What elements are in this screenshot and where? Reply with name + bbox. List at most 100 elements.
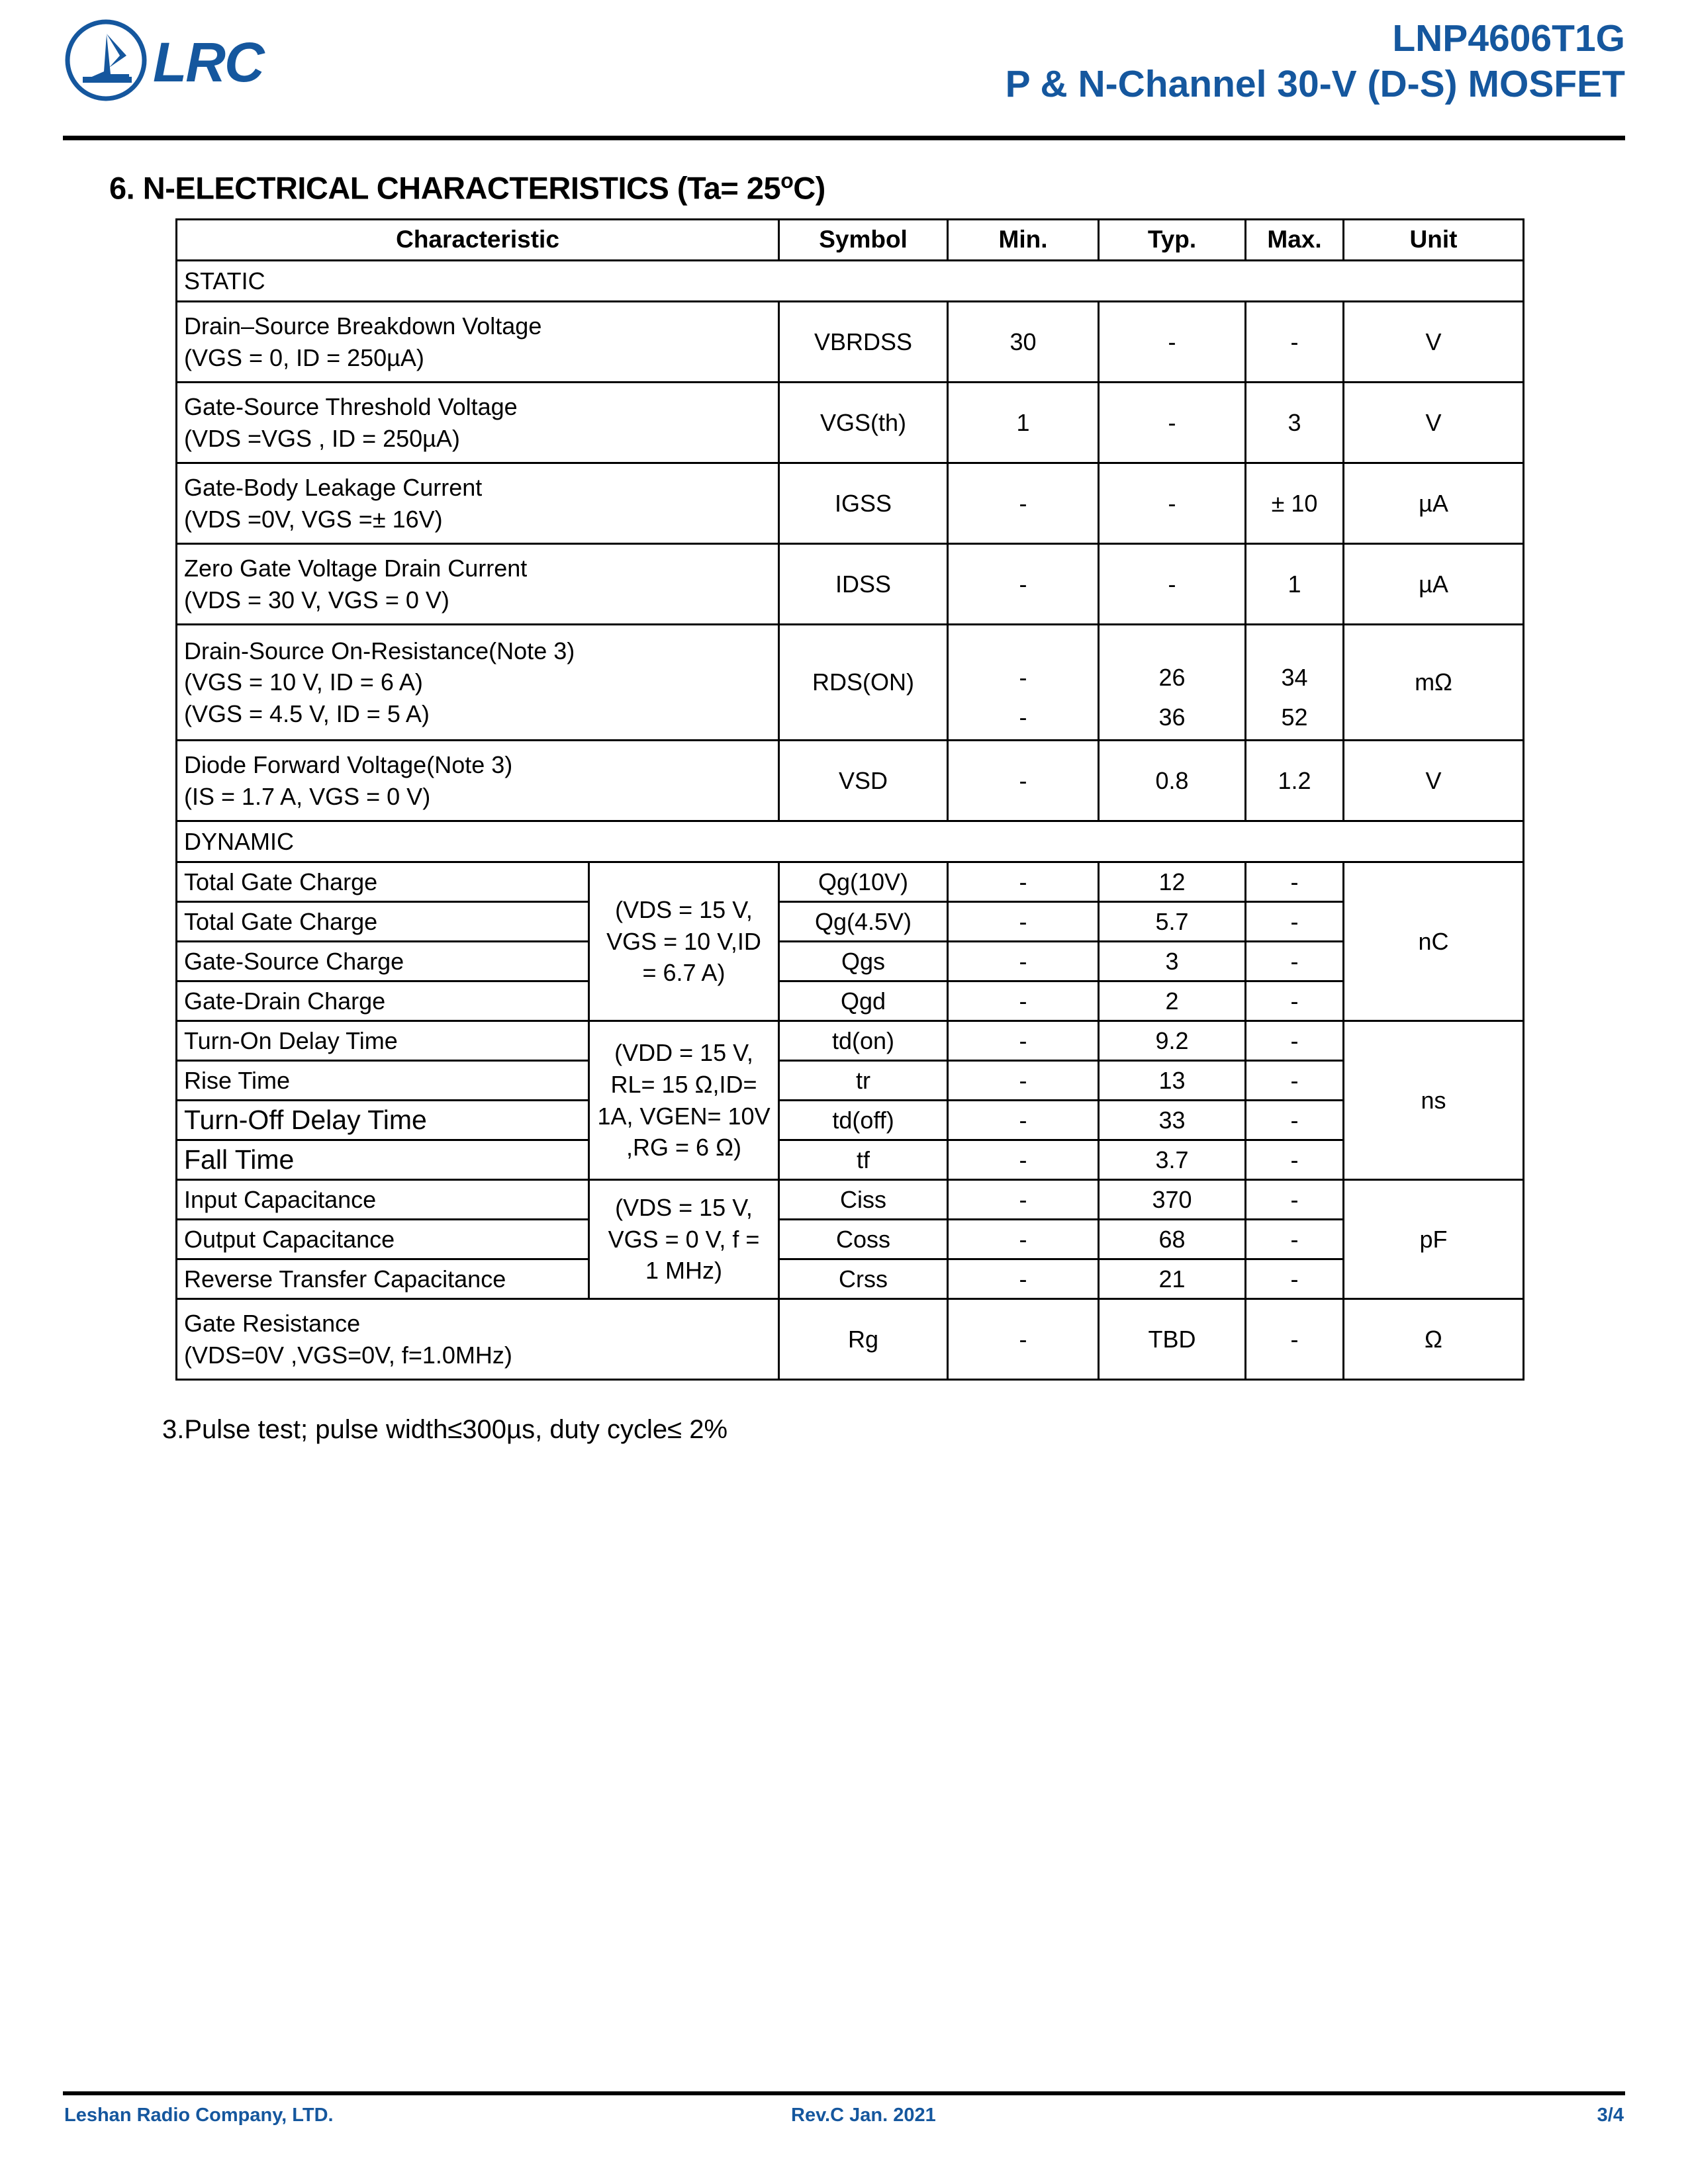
table-row: Turn-Off Delay Time td(off) - 33 -	[175, 1099, 1524, 1141]
row-characteristic: Drain-Source On-Resistance(Note 3) (VGS …	[175, 623, 780, 741]
characteristic-condition: (VGS = 0, ID = 250µA)	[184, 343, 424, 371]
row-min: - -	[947, 623, 1100, 741]
row-symbol: td(on)	[778, 1020, 949, 1062]
table-header-row: Characteristic Symbol Min. Typ. Max. Uni…	[175, 218, 1525, 261]
table-row: Reverse Transfer Capacitance Crss - 21 -	[175, 1258, 1524, 1300]
row-min: -	[947, 1218, 1100, 1260]
row-min-1: -	[1019, 664, 1027, 692]
column-header-typ: Typ.	[1098, 218, 1247, 261]
page-title: 6. N-ELECTRICAL CHARACTERISTICS (Ta= 25o…	[109, 169, 825, 206]
row-max: ± 10	[1244, 462, 1345, 545]
table-row: Turn-On Delay Time (VDD = 15 V, RL= 15 Ω…	[175, 1020, 1525, 1181]
company-logo: LRC	[63, 17, 265, 107]
table-row: Output Capacitance Coss - 68 -	[175, 1218, 1524, 1260]
row-min: -	[947, 543, 1100, 625]
condition-line-1: (VDS = 15 V,	[615, 896, 753, 924]
row-characteristic: Gate-Body Leakage Current (VDS =0V, VGS …	[175, 462, 780, 545]
table-group-row: DYNAMIC	[175, 820, 1525, 863]
row-symbol: tr	[778, 1060, 949, 1101]
row-max: -	[1244, 1218, 1345, 1260]
table-row: Gate-Source Charge Qgs - 3 -	[175, 940, 1524, 982]
condition-line-3: 1 MHz)	[645, 1257, 722, 1285]
row-typ: 13	[1098, 1060, 1247, 1101]
row-max: -	[1244, 1179, 1345, 1220]
row-characteristic: Total Gate Charge	[175, 901, 590, 942]
row-typ: -	[1098, 300, 1247, 383]
condition-line-4: ,RG = 6 Ω)	[626, 1134, 741, 1161]
row-max-1: 34	[1281, 664, 1308, 692]
row-typ: 5.7	[1098, 901, 1247, 942]
row-typ: 3.7	[1098, 1139, 1247, 1181]
row-typ: 9.2	[1098, 1020, 1247, 1062]
column-header-max: Max.	[1244, 218, 1345, 261]
row-unit-charge: nC	[1342, 861, 1525, 1022]
characteristic-condition: (IS = 1.7 A, VGS = 0 V)	[184, 782, 431, 810]
footer-page: 3/4	[1597, 2105, 1624, 2126]
row-typ: 0.8	[1098, 739, 1247, 822]
row-max: -	[1244, 980, 1345, 1022]
row-typ: 26 36	[1098, 623, 1247, 741]
condition-line-3: 1A, VGEN= 10V	[597, 1102, 771, 1130]
characteristic-condition: (VDS=0V ,VGS=0V, f=1.0MHz)	[184, 1341, 512, 1369]
row-max: -	[1244, 861, 1345, 903]
row-characteristic: Gate-Drain Charge	[175, 980, 590, 1022]
column-header-symbol: Symbol	[778, 218, 949, 261]
row-max: -	[1244, 901, 1345, 942]
group-label-static: STATIC	[175, 259, 1525, 302]
row-symbol: tf	[778, 1139, 949, 1181]
condition-line-1: (VDD = 15 V,	[614, 1039, 753, 1067]
row-typ: 2	[1098, 980, 1247, 1022]
row-symbol: Qg(4.5V)	[778, 901, 949, 942]
row-characteristic: Rise Time	[175, 1060, 590, 1101]
table-row: Rise Time tr - 13 -	[175, 1060, 1524, 1101]
row-unit: µA	[1342, 543, 1525, 625]
row-symbol: Crss	[778, 1258, 949, 1300]
group-label-dynamic: DYNAMIC	[175, 820, 1525, 863]
characteristic-name: Drain–Source Breakdown Voltage	[184, 312, 542, 340]
row-typ: -	[1098, 543, 1247, 625]
characteristic-condition-1: (VGS = 10 V, ID = 6 A)	[184, 668, 423, 696]
characteristic-name: Diode Forward Voltage(Note 3)	[184, 751, 513, 778]
column-header-min: Min.	[947, 218, 1100, 261]
row-max: 3	[1244, 381, 1345, 464]
row-characteristic: Gate Resistance (VDS=0V ,VGS=0V, f=1.0MH…	[175, 1298, 780, 1381]
row-max: -	[1244, 1258, 1345, 1300]
row-unit: V	[1342, 381, 1525, 464]
row-min: -	[947, 1258, 1100, 1300]
row-max: -	[1244, 1060, 1345, 1101]
row-characteristic: Turn-On Delay Time	[175, 1020, 590, 1062]
row-unit: µA	[1342, 462, 1525, 545]
row-min: -	[947, 901, 1100, 942]
condition-line-1: (VDS = 15 V,	[615, 1194, 753, 1222]
row-min: -	[947, 980, 1100, 1022]
row-characteristic: Diode Forward Voltage(Note 3) (IS = 1.7 …	[175, 739, 780, 822]
column-header-characteristic: Characteristic	[175, 218, 780, 261]
row-characteristic: Drain–Source Breakdown Voltage (VGS = 0,…	[175, 300, 780, 383]
condition-line-3: = 6.7 A)	[642, 959, 726, 987]
section-title-degree: o	[780, 169, 794, 193]
electrical-characteristics-table: Characteristic Symbol Min. Typ. Max. Uni…	[175, 218, 1525, 1381]
characteristic-name: Drain-Source On-Resistance(Note 3)	[184, 637, 575, 664]
row-characteristic: Turn-Off Delay Time	[175, 1099, 590, 1141]
row-min: -	[947, 940, 1100, 982]
table-row: Total Gate Charge (VDS = 15 V, VGS = 10 …	[175, 861, 1525, 1022]
row-max: -	[1244, 300, 1345, 383]
row-symbol: VSD	[778, 739, 949, 822]
table-row: Zero Gate Voltage Drain Current (VDS = 3…	[175, 543, 1525, 625]
row-max: -	[1244, 1020, 1345, 1062]
row-unit-capacitance: pF	[1342, 1179, 1525, 1300]
row-min: -	[947, 1298, 1100, 1381]
row-characteristic: Input Capacitance	[175, 1179, 590, 1220]
row-symbol: Qgd	[778, 980, 949, 1022]
characteristic-condition: (VDS = 30 V, VGS = 0 V)	[184, 586, 449, 614]
row-typ: 21	[1098, 1258, 1247, 1300]
row-min: -	[947, 1139, 1100, 1181]
row-min: -	[947, 1020, 1100, 1062]
row-characteristic: Gate-Source Charge	[175, 940, 590, 982]
characteristic-name: Zero Gate Voltage Drain Current	[184, 554, 528, 582]
row-unit: V	[1342, 300, 1525, 383]
table-group-row: STATIC	[175, 259, 1525, 302]
lrc-circle-sail-logo	[63, 17, 149, 107]
row-typ: 33	[1098, 1099, 1247, 1141]
row-characteristic: Total Gate Charge	[175, 861, 590, 903]
